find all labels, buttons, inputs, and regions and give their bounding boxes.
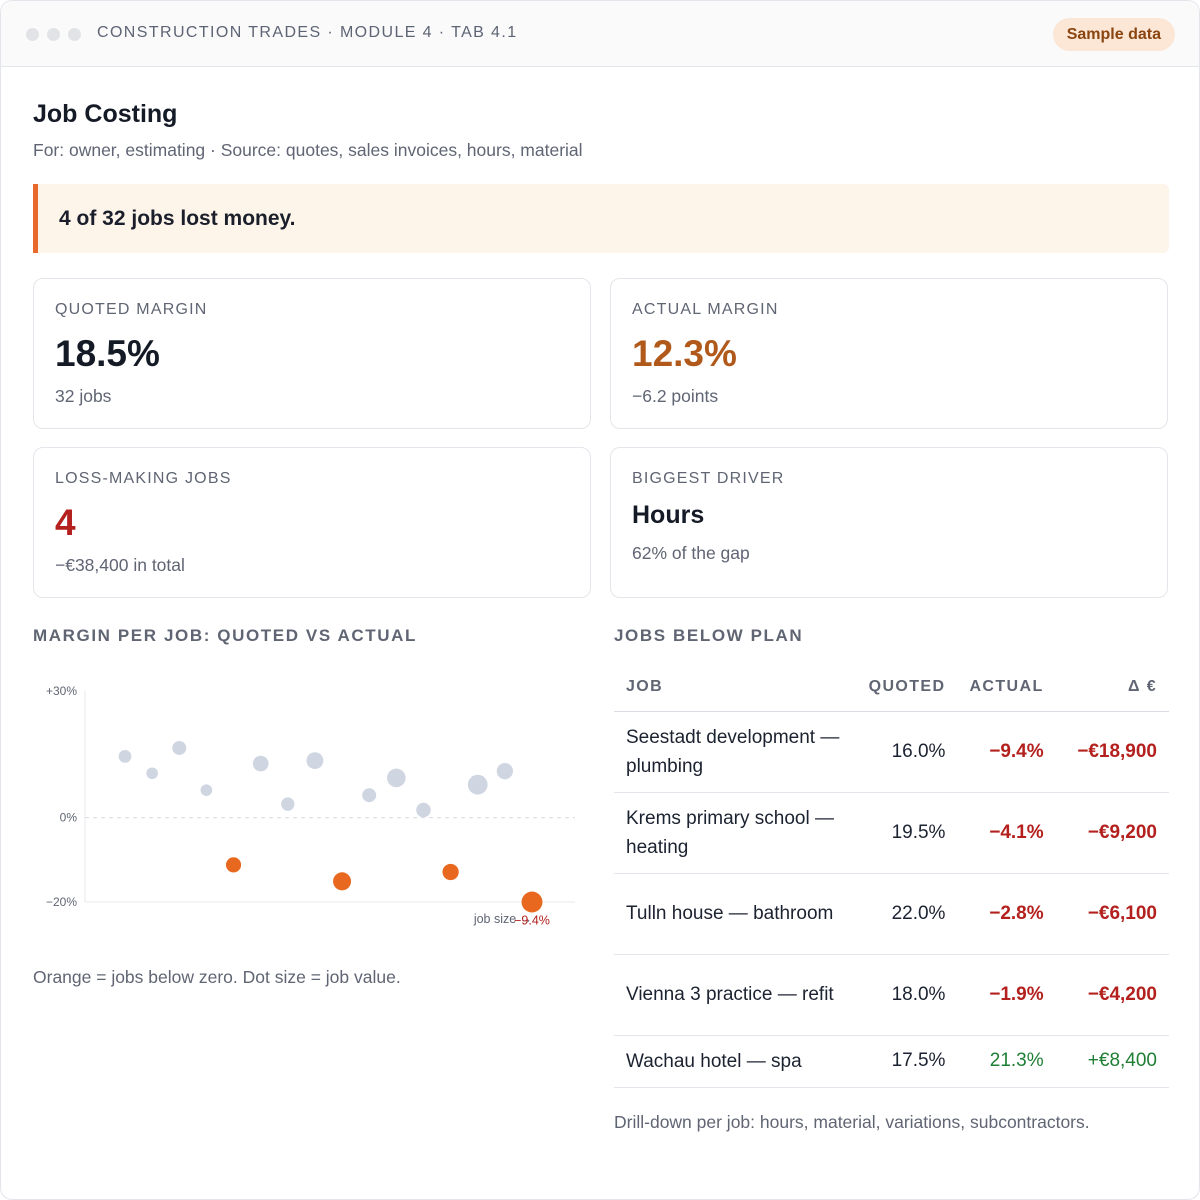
kpi-sub: 62% of the gap: [632, 543, 750, 563]
actual-margin: 21.3%: [957, 1035, 1056, 1088]
table-row[interactable]: Krems primary school — heating 19.5% −4.…: [614, 792, 1169, 874]
table-row[interactable]: Wachau hotel — spa 17.5% 21.3% +€8,400: [614, 1035, 1169, 1088]
kpi-sub: −6.2 points: [632, 386, 719, 406]
kpi-label: BIGGEST DRIVER: [632, 470, 785, 487]
column-header-actual[interactable]: ACTUAL: [957, 663, 1056, 712]
delta-amount: −€6,100: [1055, 873, 1169, 955]
job-name: Vienna 3 practice — refit: [614, 954, 857, 1036]
actual-margin: −4.1%: [957, 792, 1056, 874]
window-dot-close[interactable]: [26, 28, 39, 41]
job-dot: [387, 768, 406, 788]
delta-amount: −€4,200: [1055, 954, 1169, 1036]
kpi-label: LOSS-MAKING JOBS: [55, 470, 232, 487]
column-header-delta[interactable]: Δ €: [1055, 663, 1169, 712]
kpi-label: QUOTED MARGIN: [55, 301, 208, 318]
table-section-title: JOBS BELOW PLAN: [614, 626, 804, 645]
page-title: Job Costing: [33, 100, 178, 128]
kpi-value: 18.5%: [55, 333, 160, 374]
quoted-margin: 19.5%: [856, 792, 958, 874]
window-dot-minimize[interactable]: [47, 28, 60, 41]
kpi-value: Hours: [632, 501, 705, 529]
chart-section-title: MARGIN PER JOB: QUOTED VS ACTUAL: [33, 626, 417, 645]
job-dot: [200, 784, 213, 796]
table-row[interactable]: Tulln house — bathroom 22.0% −2.8% −€6,1…: [614, 873, 1169, 955]
window-dot-maximize[interactable]: [68, 28, 81, 41]
kpi-card-quoted-margin: QUOTED MARGIN 18.5% 32 jobs: [33, 278, 591, 429]
delta-amount: +€8,400: [1055, 1035, 1169, 1088]
y-tick-label: −20%: [46, 895, 77, 909]
chart-caption: Orange = jobs below zero. Dot size = job…: [33, 967, 401, 987]
column-header-quoted[interactable]: QUOTED: [856, 663, 958, 712]
kpi-card-biggest-driver: BIGGEST DRIVER Hours 62% of the gap: [610, 447, 1168, 598]
quoted-margin: 16.0%: [856, 711, 958, 793]
actual-margin: −9.4%: [957, 711, 1056, 793]
job-dot: [416, 802, 431, 818]
table-row[interactable]: Seestadt development — plumbing 16.0% −9…: [614, 711, 1169, 793]
job-name: Krems primary school — heating: [614, 792, 857, 874]
kpi-label: ACTUAL MARGIN: [632, 301, 779, 318]
job-dot: [252, 755, 269, 772]
actual-margin: −2.8%: [957, 873, 1056, 955]
negative-job-dot: [225, 857, 242, 873]
kpi-value: 4: [55, 502, 76, 543]
quoted-margin: 18.0%: [856, 954, 958, 1036]
page-subtitle: For: owner, estimating · Source: quotes,…: [33, 140, 583, 160]
job-dot: [362, 788, 377, 803]
sample-data-badge: Sample data: [1052, 18, 1175, 51]
job-name: Wachau hotel — spa: [614, 1035, 857, 1088]
kpi-card-actual-margin: ACTUAL MARGIN 12.3% −6.2 points: [610, 278, 1168, 429]
breadcrumb: CONSTRUCTION TRADES · MODULE 4 · TAB 4.1: [97, 24, 518, 41]
margin-scatter-chart: +30% 0% −20% job size →−9.4%: [46, 684, 575, 927]
negative-job-dot: [333, 872, 352, 891]
jobs-table: JOB QUOTED ACTUAL Δ € Seestadt developme…: [614, 663, 1169, 1088]
y-tick-label: 0%: [60, 811, 78, 825]
data-label: −9.4%: [514, 913, 550, 927]
job-name: Tulln house — bathroom: [614, 873, 857, 955]
delta-amount: −€18,900: [1055, 711, 1169, 793]
column-header-job[interactable]: JOB: [614, 663, 857, 712]
kpi-sub: 32 jobs: [55, 386, 112, 406]
quoted-margin: 22.0%: [856, 873, 958, 955]
kpi-value: 12.3%: [632, 333, 737, 374]
x-axis-label: job size →: [473, 912, 532, 926]
job-dot: [496, 763, 514, 780]
title-bar: CONSTRUCTION TRADES · MODULE 4 · TAB 4.1…: [1, 1, 1199, 67]
negative-job-dot: [442, 863, 459, 881]
alert-text: 4 of 32 jobs lost money.: [59, 207, 296, 230]
delta-amount: −€9,200: [1055, 792, 1169, 874]
kpi-card-loss-making-jobs: LOSS-MAKING JOBS 4 −€38,400 in total: [33, 447, 591, 598]
job-dot: [146, 767, 158, 780]
alert-banner: 4 of 32 jobs lost money.: [33, 184, 1169, 253]
job-dot: [118, 750, 132, 763]
actual-margin: −1.9%: [957, 954, 1056, 1036]
table-header-row: JOB QUOTED ACTUAL Δ €: [614, 663, 1169, 712]
kpi-sub: −€38,400 in total: [55, 555, 185, 575]
y-tick-label: +30%: [46, 684, 77, 698]
job-dot: [172, 740, 187, 755]
table-row[interactable]: Vienna 3 practice — refit 18.0% −1.9% −€…: [614, 954, 1169, 1036]
job-name: Seestadt development — plumbing: [614, 711, 857, 793]
table-caption: Drill-down per job: hours, material, var…: [614, 1112, 1090, 1132]
negative-job-dot: [521, 891, 543, 913]
job-dot: [281, 797, 295, 811]
job-dot: [306, 752, 324, 770]
quoted-margin: 17.5%: [856, 1035, 958, 1088]
job-dot: [467, 774, 488, 795]
